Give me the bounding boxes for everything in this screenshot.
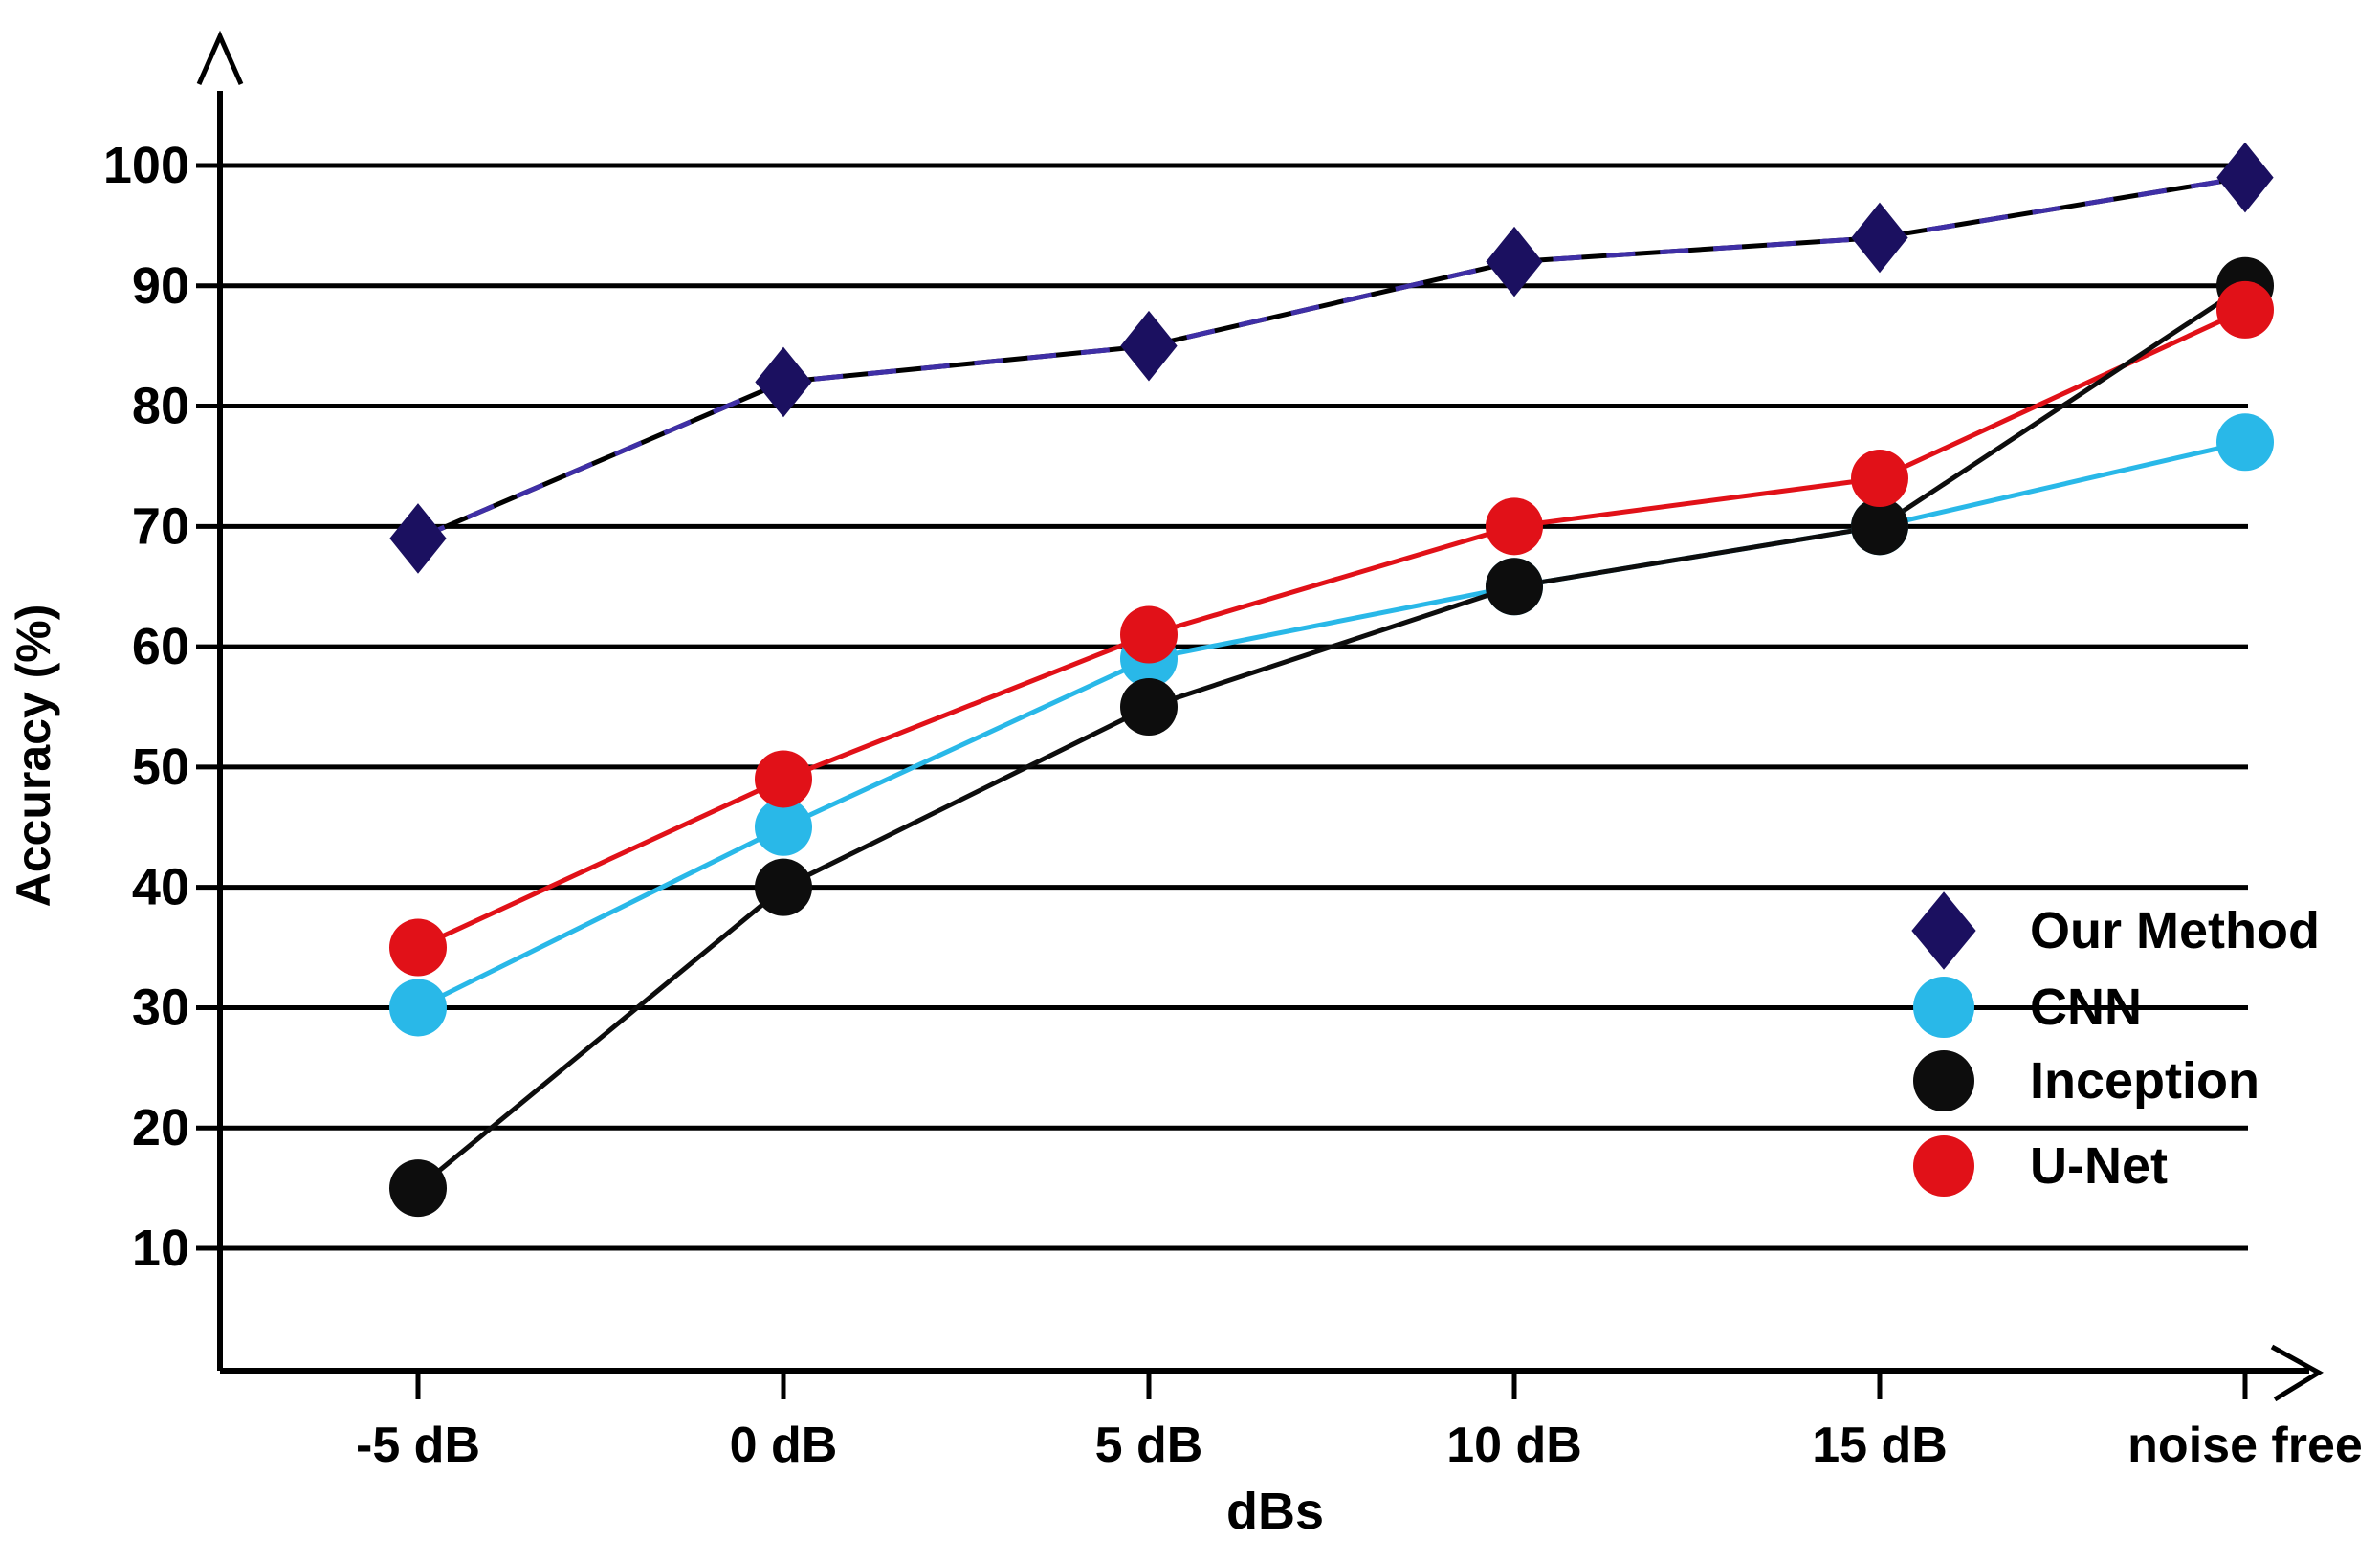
y-tick-label-30: 30 xyxy=(132,979,189,1036)
y-tick-label-60: 60 xyxy=(132,618,189,675)
series-line-our-method-base xyxy=(417,175,2246,541)
marker-u-net-1 xyxy=(755,750,812,808)
marker-our-method-2 xyxy=(1120,310,1178,382)
marker-cnn-5 xyxy=(2216,413,2274,472)
y-tick-label-20: 20 xyxy=(132,1099,189,1156)
y-tick-label-50: 50 xyxy=(132,738,189,796)
marker-our-method-3 xyxy=(1486,226,1543,297)
marker-inception-3 xyxy=(1486,558,1543,616)
marker-our-method-1 xyxy=(755,346,812,418)
y-tick-label-100: 100 xyxy=(103,137,189,194)
marker-inception-4 xyxy=(1851,497,1908,556)
axes xyxy=(196,30,2324,1402)
series-line-u-net xyxy=(416,307,2247,950)
marker-u-net-4 xyxy=(1851,450,1908,508)
legend-marker-cnn-icon xyxy=(1913,977,1974,1038)
marker-u-net-2 xyxy=(1120,605,1178,664)
x-tick-labels: -5 dB 0 dB 5 dB 10 dB 15 dB noise free xyxy=(356,1371,2363,1473)
marker-inception-1 xyxy=(755,858,812,916)
x-tick-label-noise-free: noise free xyxy=(2127,1418,2363,1473)
y-tick-label-10: 10 xyxy=(132,1220,189,1277)
marker-cnn-1 xyxy=(755,798,812,856)
marker-u-net-5 xyxy=(2216,280,2274,339)
x-tick-label-5-db: 5 dB xyxy=(1095,1418,1203,1473)
legend-item-u-net: U-Net xyxy=(1913,1135,2168,1197)
marker-u-net-3 xyxy=(1486,497,1543,556)
legend-item-cnn: CNN xyxy=(1913,977,2142,1038)
marker-cnn-0 xyxy=(389,979,447,1037)
y-tick-labels: 10 20 30 40 50 60 70 80 90 100 xyxy=(103,137,189,1277)
y-axis-title: Accuracy (%) xyxy=(7,605,60,908)
legend-label-inception: Inception xyxy=(2030,1052,2259,1110)
series-line-inception xyxy=(416,283,2247,1191)
marker-our-method-0 xyxy=(389,503,447,574)
y-axis-arrow-icon xyxy=(196,30,244,86)
legend-marker-u-net-icon xyxy=(1913,1135,1974,1197)
x-tick-label-5-db: -5 dB xyxy=(356,1418,480,1473)
series-layer xyxy=(389,142,2274,1218)
marker-inception-2 xyxy=(1120,678,1178,736)
marker-inception-0 xyxy=(389,1159,447,1218)
x-tick-label-0-db: 0 dB xyxy=(730,1418,838,1473)
y-tick-label-40: 40 xyxy=(132,859,189,916)
legend-item-our-method: Our Method xyxy=(1911,891,2320,970)
legend: Our Method CNN Inception U-Net xyxy=(1911,891,2320,1197)
series-line-our-method-dashes xyxy=(417,175,2246,541)
series-line-cnn xyxy=(416,439,2246,1010)
legend-label-our-method: Our Method xyxy=(2030,902,2320,959)
y-tick-label-90: 90 xyxy=(132,257,189,315)
y-tick-label-70: 70 xyxy=(132,497,189,555)
marker-our-method-5 xyxy=(2216,142,2274,213)
legend-marker-our-method-icon xyxy=(1911,891,1976,970)
legend-label-cnn: CNN xyxy=(2030,979,2142,1036)
legend-label-u-net: U-Net xyxy=(2030,1137,2168,1195)
x-tick-label-15-db: 15 dB xyxy=(1812,1418,1948,1473)
marker-u-net-0 xyxy=(389,918,447,977)
legend-item-inception: Inception xyxy=(1913,1050,2259,1111)
y-tick-label-80: 80 xyxy=(132,378,189,435)
legend-marker-inception-icon xyxy=(1913,1050,1974,1111)
marker-our-method-4 xyxy=(1851,202,1908,274)
x-tick-label-10-db: 10 dB xyxy=(1446,1418,1582,1473)
x-axis-arrow-icon xyxy=(2270,1344,2324,1402)
x-axis-title: dBs xyxy=(1226,1483,1324,1540)
